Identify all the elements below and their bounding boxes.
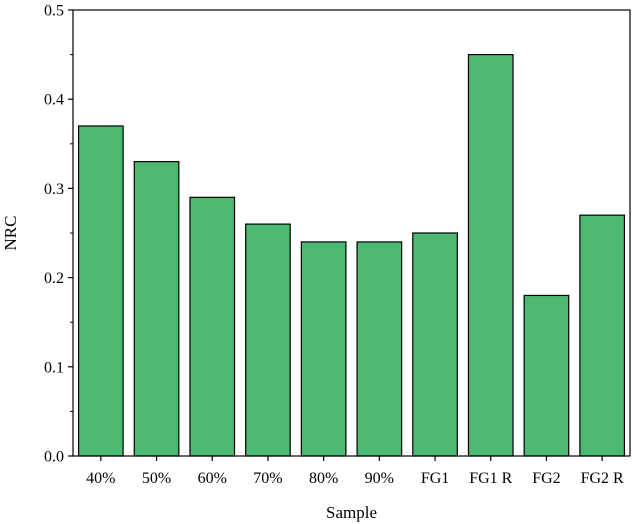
x-tick-label-8: FG2: [532, 470, 560, 487]
y-tick-label-4: 0.4: [44, 92, 64, 109]
bar-3: [245, 223, 291, 457]
bar-4: [300, 241, 347, 457]
x-tick-label-9: FG2 R: [581, 470, 624, 487]
y-tick-label-1: 0.1: [44, 359, 64, 376]
bar-6: [412, 232, 458, 457]
bar-5: [356, 241, 403, 457]
y-tick-label-2: 0.2: [44, 270, 64, 287]
plot-frame: [72, 9, 631, 457]
x-axis: 40% 50% 60% 70% 80% 90% FG1 FG1 R FG2 FG2 R: [86, 456, 624, 487]
x-axis-title: Sample: [326, 503, 377, 522]
x-tick-label-0: 40%: [86, 470, 115, 487]
x-tick-label-2: 60%: [198, 470, 227, 487]
x-tick-label-3: 70%: [253, 470, 282, 487]
bar-9: [579, 214, 626, 457]
x-tick-label-4: 80%: [309, 470, 338, 487]
bar-7: [467, 53, 514, 457]
y-tick-label-5: 0.5: [44, 3, 64, 20]
bar-0: [77, 125, 124, 457]
x-tick-label-5: 90%: [365, 470, 394, 487]
x-tick-label-1: 50%: [142, 470, 171, 487]
x-tick-label-6: FG1: [421, 470, 449, 487]
bar-1: [133, 161, 180, 457]
bar-8: [523, 294, 570, 457]
y-tick-label-3: 0.3: [44, 181, 64, 198]
bars-group: [77, 53, 626, 457]
y-tick-label-0: 0.0: [44, 449, 64, 466]
x-tick-label-7: FG1 R: [469, 470, 512, 487]
bar-2: [189, 196, 236, 457]
y-axis-title: NRC: [1, 216, 20, 251]
y-axis: 0.0 0.1 0.2 0.3 0.4 0.5: [44, 3, 73, 466]
